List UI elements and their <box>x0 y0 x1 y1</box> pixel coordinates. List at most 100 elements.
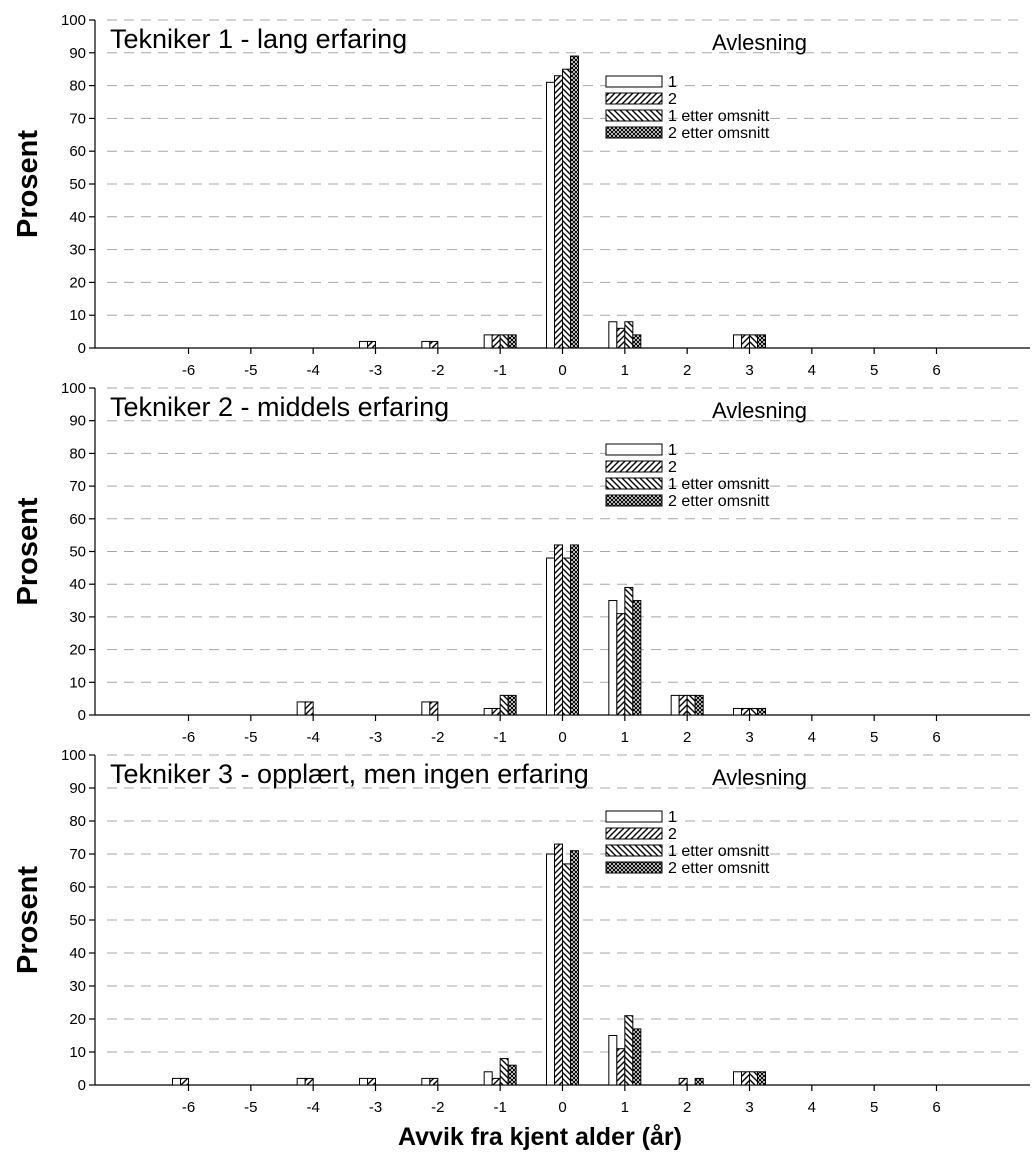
bar <box>632 600 642 716</box>
legend-label: 1 etter omsnitt <box>668 108 770 125</box>
y-tick-label: 10 <box>69 674 86 691</box>
y-axis-label: Prosent <box>12 497 44 605</box>
x-tick-label: 5 <box>870 362 878 379</box>
x-tick-label: 1 <box>621 729 629 746</box>
bar <box>632 334 642 349</box>
y-tick-label: 50 <box>69 912 86 929</box>
legend-swatch <box>605 92 663 105</box>
y-tick-label: 80 <box>69 78 86 95</box>
legend-swatch <box>605 861 663 874</box>
bar <box>757 707 766 716</box>
x-tick-label: -2 <box>431 362 444 379</box>
legend-label: 1 <box>668 809 677 826</box>
bar <box>546 81 555 349</box>
legend-swatch <box>605 810 663 823</box>
legend-swatch <box>605 126 663 139</box>
y-tick-label: 60 <box>69 879 86 896</box>
bar <box>570 544 579 716</box>
y-tick-label: 20 <box>69 1011 86 1028</box>
bar <box>359 1077 368 1086</box>
bar <box>172 1077 181 1086</box>
bar <box>421 340 431 349</box>
bar <box>757 1071 766 1086</box>
y-tick-label: 10 <box>69 1044 86 1061</box>
panel-title: Tekniker 2 - middels erfaring <box>110 392 449 422</box>
x-tick-label: 6 <box>932 1099 940 1116</box>
legend-swatch <box>605 844 663 857</box>
y-tick-label: 40 <box>69 209 86 226</box>
x-tick-label: -6 <box>182 1099 195 1116</box>
legend-label: 2 <box>668 91 677 108</box>
bar <box>296 701 306 716</box>
legend-title: Avlesning <box>712 765 807 790</box>
y-tick-label: 100 <box>61 380 86 397</box>
y-tick-label: 100 <box>61 12 86 29</box>
legend-swatch <box>605 477 663 490</box>
y-tick-label: 50 <box>69 544 86 561</box>
legend-swatch <box>605 460 663 473</box>
legend-label: 2 etter omsnitt <box>668 860 770 877</box>
x-tick-label: -4 <box>306 1099 319 1116</box>
y-tick-label: 20 <box>69 642 86 659</box>
y-tick-label: 60 <box>69 511 86 528</box>
bar <box>491 1077 501 1086</box>
bar <box>367 340 376 349</box>
bar <box>608 1035 618 1086</box>
bar <box>554 75 563 349</box>
y-tick-label: 0 <box>78 1077 86 1094</box>
x-tick-label: -3 <box>369 1099 382 1116</box>
x-tick-label: 4 <box>808 1099 816 1116</box>
x-tick-label: 6 <box>932 729 940 746</box>
bar <box>491 707 501 716</box>
x-tick-label: 6 <box>932 362 940 379</box>
legend-label: 1 <box>668 442 677 459</box>
bar <box>741 707 750 716</box>
x-tick-label: -4 <box>306 729 319 746</box>
bar <box>608 321 618 349</box>
legend-title: Avlesning <box>712 30 807 55</box>
legend-swatch <box>605 75 663 88</box>
bar <box>554 544 563 716</box>
y-tick-label: 30 <box>69 242 86 259</box>
bar <box>483 1071 493 1086</box>
bar <box>670 694 680 716</box>
bar <box>733 1071 742 1086</box>
x-tick-label: -5 <box>244 1099 257 1116</box>
x-tick-label: -5 <box>244 729 257 746</box>
y-tick-label: 50 <box>69 176 86 193</box>
legend-label: 2 etter omsnitt <box>668 493 770 510</box>
bar <box>304 701 314 716</box>
x-tick-label: -1 <box>493 729 506 746</box>
y-tick-label: 100 <box>61 747 86 764</box>
bar <box>749 1071 758 1086</box>
bar <box>632 1028 642 1086</box>
legend-label: 2 <box>668 826 677 843</box>
y-tick-label: 80 <box>69 813 86 830</box>
y-tick-label: 60 <box>69 143 86 160</box>
panel-title: Tekniker 3 - opplært, men ingen erfaring <box>110 759 589 789</box>
panel-title: Tekniker 1 - lang erfaring <box>110 24 407 54</box>
legend-label: 1 etter omsnitt <box>668 476 770 493</box>
x-tick-label: 0 <box>558 362 566 379</box>
x-tick-label: -1 <box>493 1099 506 1116</box>
bar <box>499 334 509 349</box>
bar <box>694 1077 704 1086</box>
bar <box>429 701 439 716</box>
y-tick-label: 90 <box>69 45 86 62</box>
x-tick-label: 3 <box>745 362 753 379</box>
x-tick-label: 2 <box>683 1099 691 1116</box>
legend-title: Avlesning <box>712 398 807 423</box>
bar <box>678 1077 688 1086</box>
bar <box>554 843 563 1086</box>
bar <box>499 1058 509 1086</box>
bar <box>367 1077 376 1086</box>
bar <box>507 694 517 716</box>
y-axis-label: Prosent <box>12 130 44 238</box>
bar <box>546 557 555 716</box>
bar <box>624 586 634 716</box>
y-tick-label: 80 <box>69 445 86 462</box>
bar <box>429 1077 439 1086</box>
